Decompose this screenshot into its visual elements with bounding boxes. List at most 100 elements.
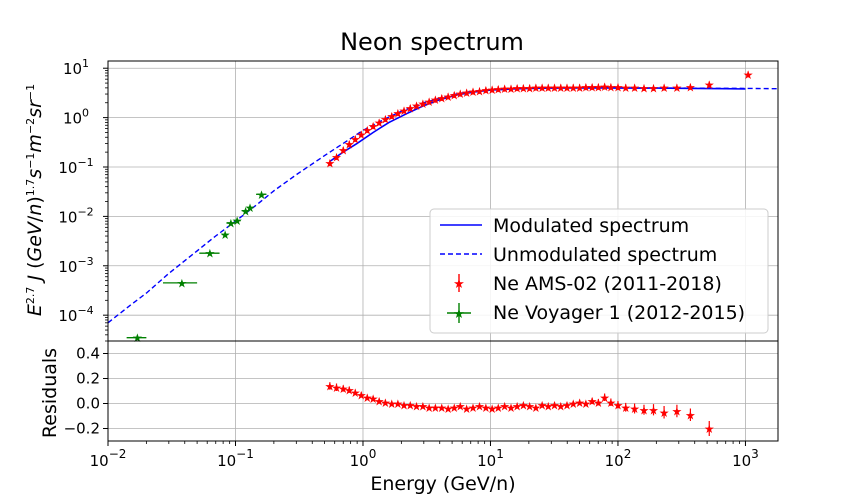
residual-grid xyxy=(107,341,778,441)
ams-data-point: ★ xyxy=(599,80,610,94)
residual-data-point: ★ xyxy=(599,391,610,405)
residual-data-point: ★ xyxy=(468,401,479,415)
residual-data-point: ★ xyxy=(639,403,650,417)
x-tick-label: 10−2 xyxy=(90,447,127,470)
ams-data-point: ★ xyxy=(493,83,504,97)
y-tick-label: 10−4 xyxy=(58,304,93,325)
modulated-spectrum-line xyxy=(329,87,746,163)
residual-data-point: ★ xyxy=(587,395,598,409)
ams-data-point: ★ xyxy=(455,87,466,101)
ams-data-point: ★ xyxy=(580,81,591,95)
residual-data-point: ★ xyxy=(405,398,416,412)
ams-data-point: ★ xyxy=(587,81,598,95)
ams-data-point: ★ xyxy=(549,81,560,95)
ams-data-point: ★ xyxy=(436,91,447,105)
residual-data-point: ★ xyxy=(461,402,472,416)
residual-data-point: ★ xyxy=(518,398,529,412)
residual-data-point: ★ xyxy=(574,396,585,410)
ams-data-point: ★ xyxy=(512,82,523,96)
voyager-data-point: ★ xyxy=(205,247,216,261)
residual-data-point: ★ xyxy=(386,397,397,411)
voyager-data-point: ★ xyxy=(220,228,231,242)
legend-voyager-label: Ne Voyager 1 (2012-2015) xyxy=(493,302,745,324)
residual-data-point: ★ xyxy=(685,408,696,422)
ams-data-point: ★ xyxy=(639,81,650,95)
residual-data-point: ★ xyxy=(368,392,379,406)
svg-text:★: ★ xyxy=(453,307,465,322)
residual-data-point: ★ xyxy=(356,388,367,402)
ams-data-point: ★ xyxy=(574,81,585,95)
residual-data-point: ★ xyxy=(338,382,349,396)
x-tick-label: 103 xyxy=(732,447,759,470)
residual-data-point: ★ xyxy=(543,400,554,414)
y-tick-label: 101 xyxy=(63,57,89,78)
residual-data-point: ★ xyxy=(443,402,454,416)
x-ticks: 10−2 10−1 100 101 102 103 xyxy=(90,441,759,470)
ams-data-point: ★ xyxy=(368,120,379,134)
ams-data-point: ★ xyxy=(350,132,361,146)
residual-data-point: ★ xyxy=(659,406,670,420)
ams-data-point: ★ xyxy=(468,85,479,99)
residual-data-point: ★ xyxy=(499,400,510,414)
residual-data-point: ★ xyxy=(629,402,640,416)
ams-data-point: ★ xyxy=(499,82,510,96)
ams-data-point: ★ xyxy=(620,81,631,95)
y-tick-label: 10−3 xyxy=(58,255,93,276)
ams-data-point: ★ xyxy=(648,81,659,95)
ams-data-point: ★ xyxy=(443,90,454,104)
residual-data-point: ★ xyxy=(704,422,715,436)
ams-data-point: ★ xyxy=(374,116,385,130)
svg-text:★: ★ xyxy=(453,277,465,292)
residual-data-point: ★ xyxy=(537,398,548,412)
ams-data-point: ★ xyxy=(338,144,349,158)
ams-data-point: ★ xyxy=(362,124,373,138)
chart-title: Neon spectrum xyxy=(340,28,524,56)
ams-data-point: ★ xyxy=(530,81,541,95)
residual-y-tick-label: 0.4 xyxy=(76,345,100,363)
ams-data-point: ★ xyxy=(380,112,391,126)
residual-data-point: ★ xyxy=(430,401,441,415)
voyager-data-point: ★ xyxy=(240,204,251,218)
y-tick-label: 10−2 xyxy=(58,205,93,226)
ams-data-point: ★ xyxy=(356,128,367,142)
ams-data-point: ★ xyxy=(430,93,441,107)
ams-data-point: ★ xyxy=(518,81,529,95)
main-series-layer: ★★★★★★★★★★★★★★★★★★★★★★★★★★★★★★★★★★★★★★★★… xyxy=(108,68,778,345)
ams-data-point: ★ xyxy=(537,81,548,95)
ams-data-point: ★ xyxy=(685,80,696,94)
ams-data-point: ★ xyxy=(331,150,342,164)
residual-data-point: ★ xyxy=(424,401,435,415)
residual-series-layer: ★★★★★★★★★★★★★★★★★★★★★★★★★★★★★★★★★★★★★★★★… xyxy=(324,380,715,436)
residual-data-point: ★ xyxy=(568,397,579,411)
residual-data-point: ★ xyxy=(399,398,410,412)
legend-ams-label: Ne AMS-02 (2011-2018) xyxy=(493,273,722,295)
residual-data-point: ★ xyxy=(620,401,631,415)
main-y-axis-label: E2.7 J (GeV/n)1.7s−1m−2sr−1 xyxy=(24,84,46,316)
residual-data-point: ★ xyxy=(393,397,404,411)
residual-y-tick-label: −0.2 xyxy=(64,420,100,438)
ams-data-point: ★ xyxy=(629,81,640,95)
ams-data-point: ★ xyxy=(613,81,624,95)
legend-modulated-label: Modulated spectrum xyxy=(493,215,689,237)
ams-data-point: ★ xyxy=(568,81,579,95)
residual-data-point: ★ xyxy=(411,400,422,414)
residual-data-point: ★ xyxy=(480,401,491,415)
ams-data-point: ★ xyxy=(487,83,498,97)
y-tick-label: 100 xyxy=(63,107,89,128)
residual-data-point: ★ xyxy=(580,397,591,411)
ams-data-point: ★ xyxy=(393,107,404,121)
legend-unmodulated-label: Unmodulated spectrum xyxy=(493,244,717,266)
residual-data-point: ★ xyxy=(555,400,566,414)
residual-data-point: ★ xyxy=(380,396,391,410)
residual-y-ticks: 0.4 0.2 0.0 −0.2 xyxy=(64,345,108,438)
ams-data-point: ★ xyxy=(449,88,460,102)
ams-data-point: ★ xyxy=(405,102,416,116)
residual-data-point: ★ xyxy=(593,396,604,410)
legend: Modulated spectrum Unmodulated spectrum … xyxy=(429,208,769,334)
ams-data-point: ★ xyxy=(506,82,517,96)
residual-data-point: ★ xyxy=(506,401,517,415)
ams-data-point: ★ xyxy=(461,86,472,100)
x-tick-label: 100 xyxy=(350,447,377,470)
residual-data-point: ★ xyxy=(362,391,373,405)
